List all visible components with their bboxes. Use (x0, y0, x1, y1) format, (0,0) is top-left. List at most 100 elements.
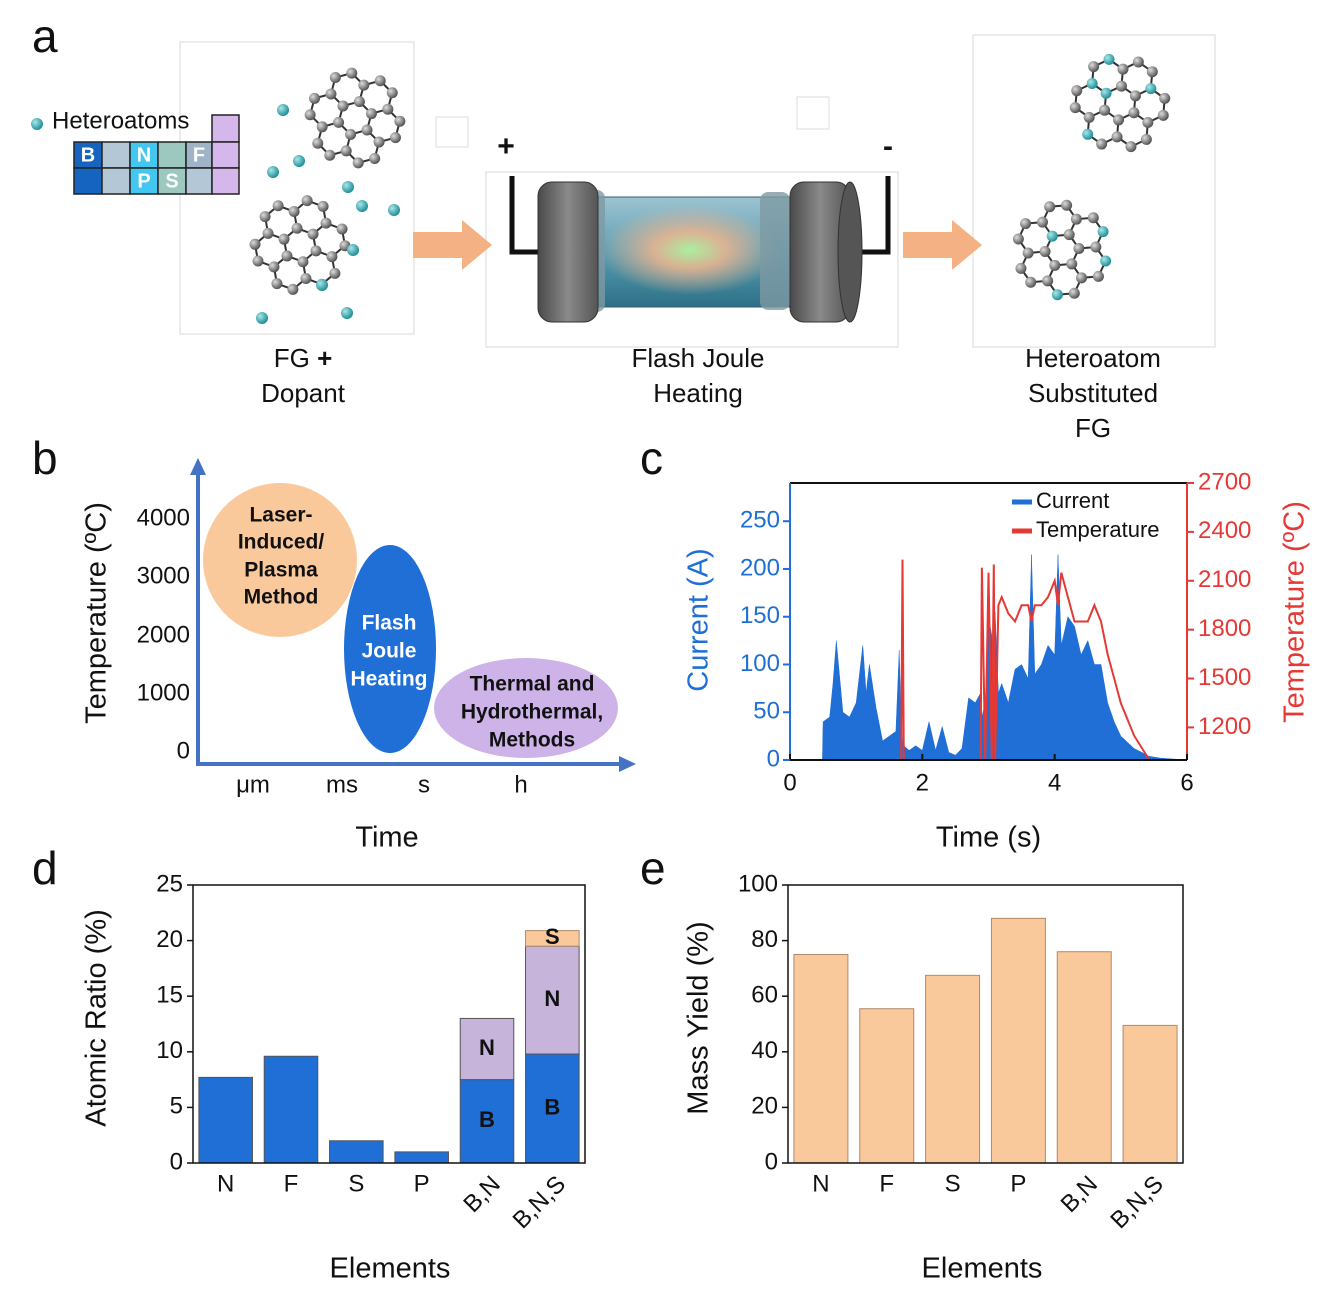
region (434, 658, 618, 758)
y-tick-label: 60 (751, 982, 778, 1009)
carbon-atom (324, 149, 336, 161)
line (900, 559, 905, 761)
carbon-atom (1042, 275, 1054, 287)
bar (394, 1151, 449, 1164)
carbon-atom (1036, 216, 1048, 228)
dopant-atom (277, 104, 289, 116)
y-tick-label: 80 (751, 926, 778, 953)
carbon-atom (291, 222, 303, 234)
y2-tick-label: 2400 (1198, 517, 1251, 544)
carbon-atom (1015, 262, 1027, 274)
carbon-atom (345, 128, 357, 140)
bar (925, 974, 981, 1164)
carbon-atom (1063, 229, 1075, 241)
carbon-atom (297, 256, 309, 268)
carbon-atom (336, 223, 348, 235)
arrow (413, 220, 492, 270)
y-tick-label: 0 (765, 1148, 778, 1175)
region-label: Heating (350, 668, 427, 691)
bar (329, 1140, 384, 1164)
x-tick-label: 4 (1048, 769, 1061, 796)
carbon-atom (1129, 90, 1141, 102)
y-tick-label: 40 (751, 1037, 778, 1064)
legend-title: Heteroatoms (52, 107, 189, 134)
dopant-atom (1082, 128, 1094, 140)
y-tick-label: 3000 (137, 562, 190, 589)
y-axis-label: Atomic Ratio (%) (81, 909, 113, 1127)
x-tick-label: B,N,S (508, 1171, 571, 1234)
carbon-atom (325, 88, 337, 100)
y-tick-label: 150 (740, 602, 780, 629)
segment-label: B (544, 1094, 560, 1119)
carbon-atom (382, 103, 394, 115)
panel-label: a (32, 10, 58, 62)
panel-label: b (32, 432, 58, 484)
bar (1122, 1024, 1178, 1164)
carbon-atom (352, 157, 364, 169)
region (344, 545, 436, 753)
carbon-atom (1113, 114, 1125, 126)
placeholder (435, 116, 469, 148)
region-label: Plasma (244, 559, 318, 582)
dopant-atom (267, 166, 279, 178)
x-tick-label: μm (236, 771, 270, 798)
caption: Heating (653, 378, 743, 408)
device (509, 176, 891, 323)
x-axis-label: Elements (922, 1253, 1043, 1285)
carbon-atom (1096, 138, 1108, 150)
bar (525, 1053, 580, 1164)
element: B (81, 144, 95, 166)
carbon-atom (1088, 61, 1100, 73)
dopant-atom (1145, 83, 1157, 95)
process-diagram: Heteroatoms B N F P S (31, 34, 1216, 443)
carbon-atom (373, 136, 385, 148)
y-tick-label: 25 (156, 870, 183, 897)
carbon-atom (271, 278, 283, 290)
x-axis-label: Time (s) (936, 822, 1041, 854)
dopant-atom (1103, 53, 1115, 65)
carbon-atom (307, 228, 319, 240)
placeholder (796, 96, 830, 130)
y-tick-label: 100 (740, 650, 780, 677)
y-tick-label: 0 (170, 1148, 183, 1175)
x-axis-label: Elements (330, 1253, 451, 1285)
caption: Heteroatom (1025, 343, 1161, 373)
carbon-atom (1070, 213, 1082, 225)
carbon-atom (1083, 111, 1095, 123)
carbon-atom (333, 116, 345, 128)
x-axis-label: Time (355, 822, 418, 854)
legend-label: Current (1036, 488, 1109, 513)
y2-tick-label: 1800 (1198, 615, 1251, 642)
carbon-atom (281, 250, 293, 262)
carbon-atom (1020, 218, 1032, 230)
caption: Substituted (1028, 378, 1158, 408)
carbon-atom (304, 109, 316, 121)
carbon-atom (1071, 85, 1083, 97)
dopant-atom (256, 312, 268, 324)
carbon-atom (316, 121, 328, 133)
dopant-atom (1051, 289, 1063, 301)
carbon-atom (320, 217, 332, 229)
y2-tick-label: 1500 (1198, 664, 1251, 691)
carbon-atom (1049, 259, 1061, 271)
carbon-atom (1117, 63, 1129, 75)
carbon-atom (249, 238, 261, 250)
x-tick-label: F (284, 1170, 299, 1197)
carbon-atom (301, 195, 313, 207)
element: S (165, 170, 178, 192)
region-label: Hydrothermal, (461, 701, 603, 724)
element: N (137, 144, 151, 166)
panel-label: e (640, 842, 666, 894)
dopant-atom (1100, 87, 1112, 99)
carbon-atom (1115, 80, 1127, 92)
y-tick-label: 100 (738, 870, 778, 897)
carbon-atom (1076, 272, 1088, 284)
x-tick-label: S (945, 1170, 961, 1197)
carbon-atom (300, 272, 312, 284)
periodic-table (73, 114, 240, 195)
panel-label: d (32, 842, 58, 894)
carbon-atom (309, 92, 321, 104)
carbon-atom (389, 132, 401, 144)
carbon-atom (329, 267, 341, 279)
